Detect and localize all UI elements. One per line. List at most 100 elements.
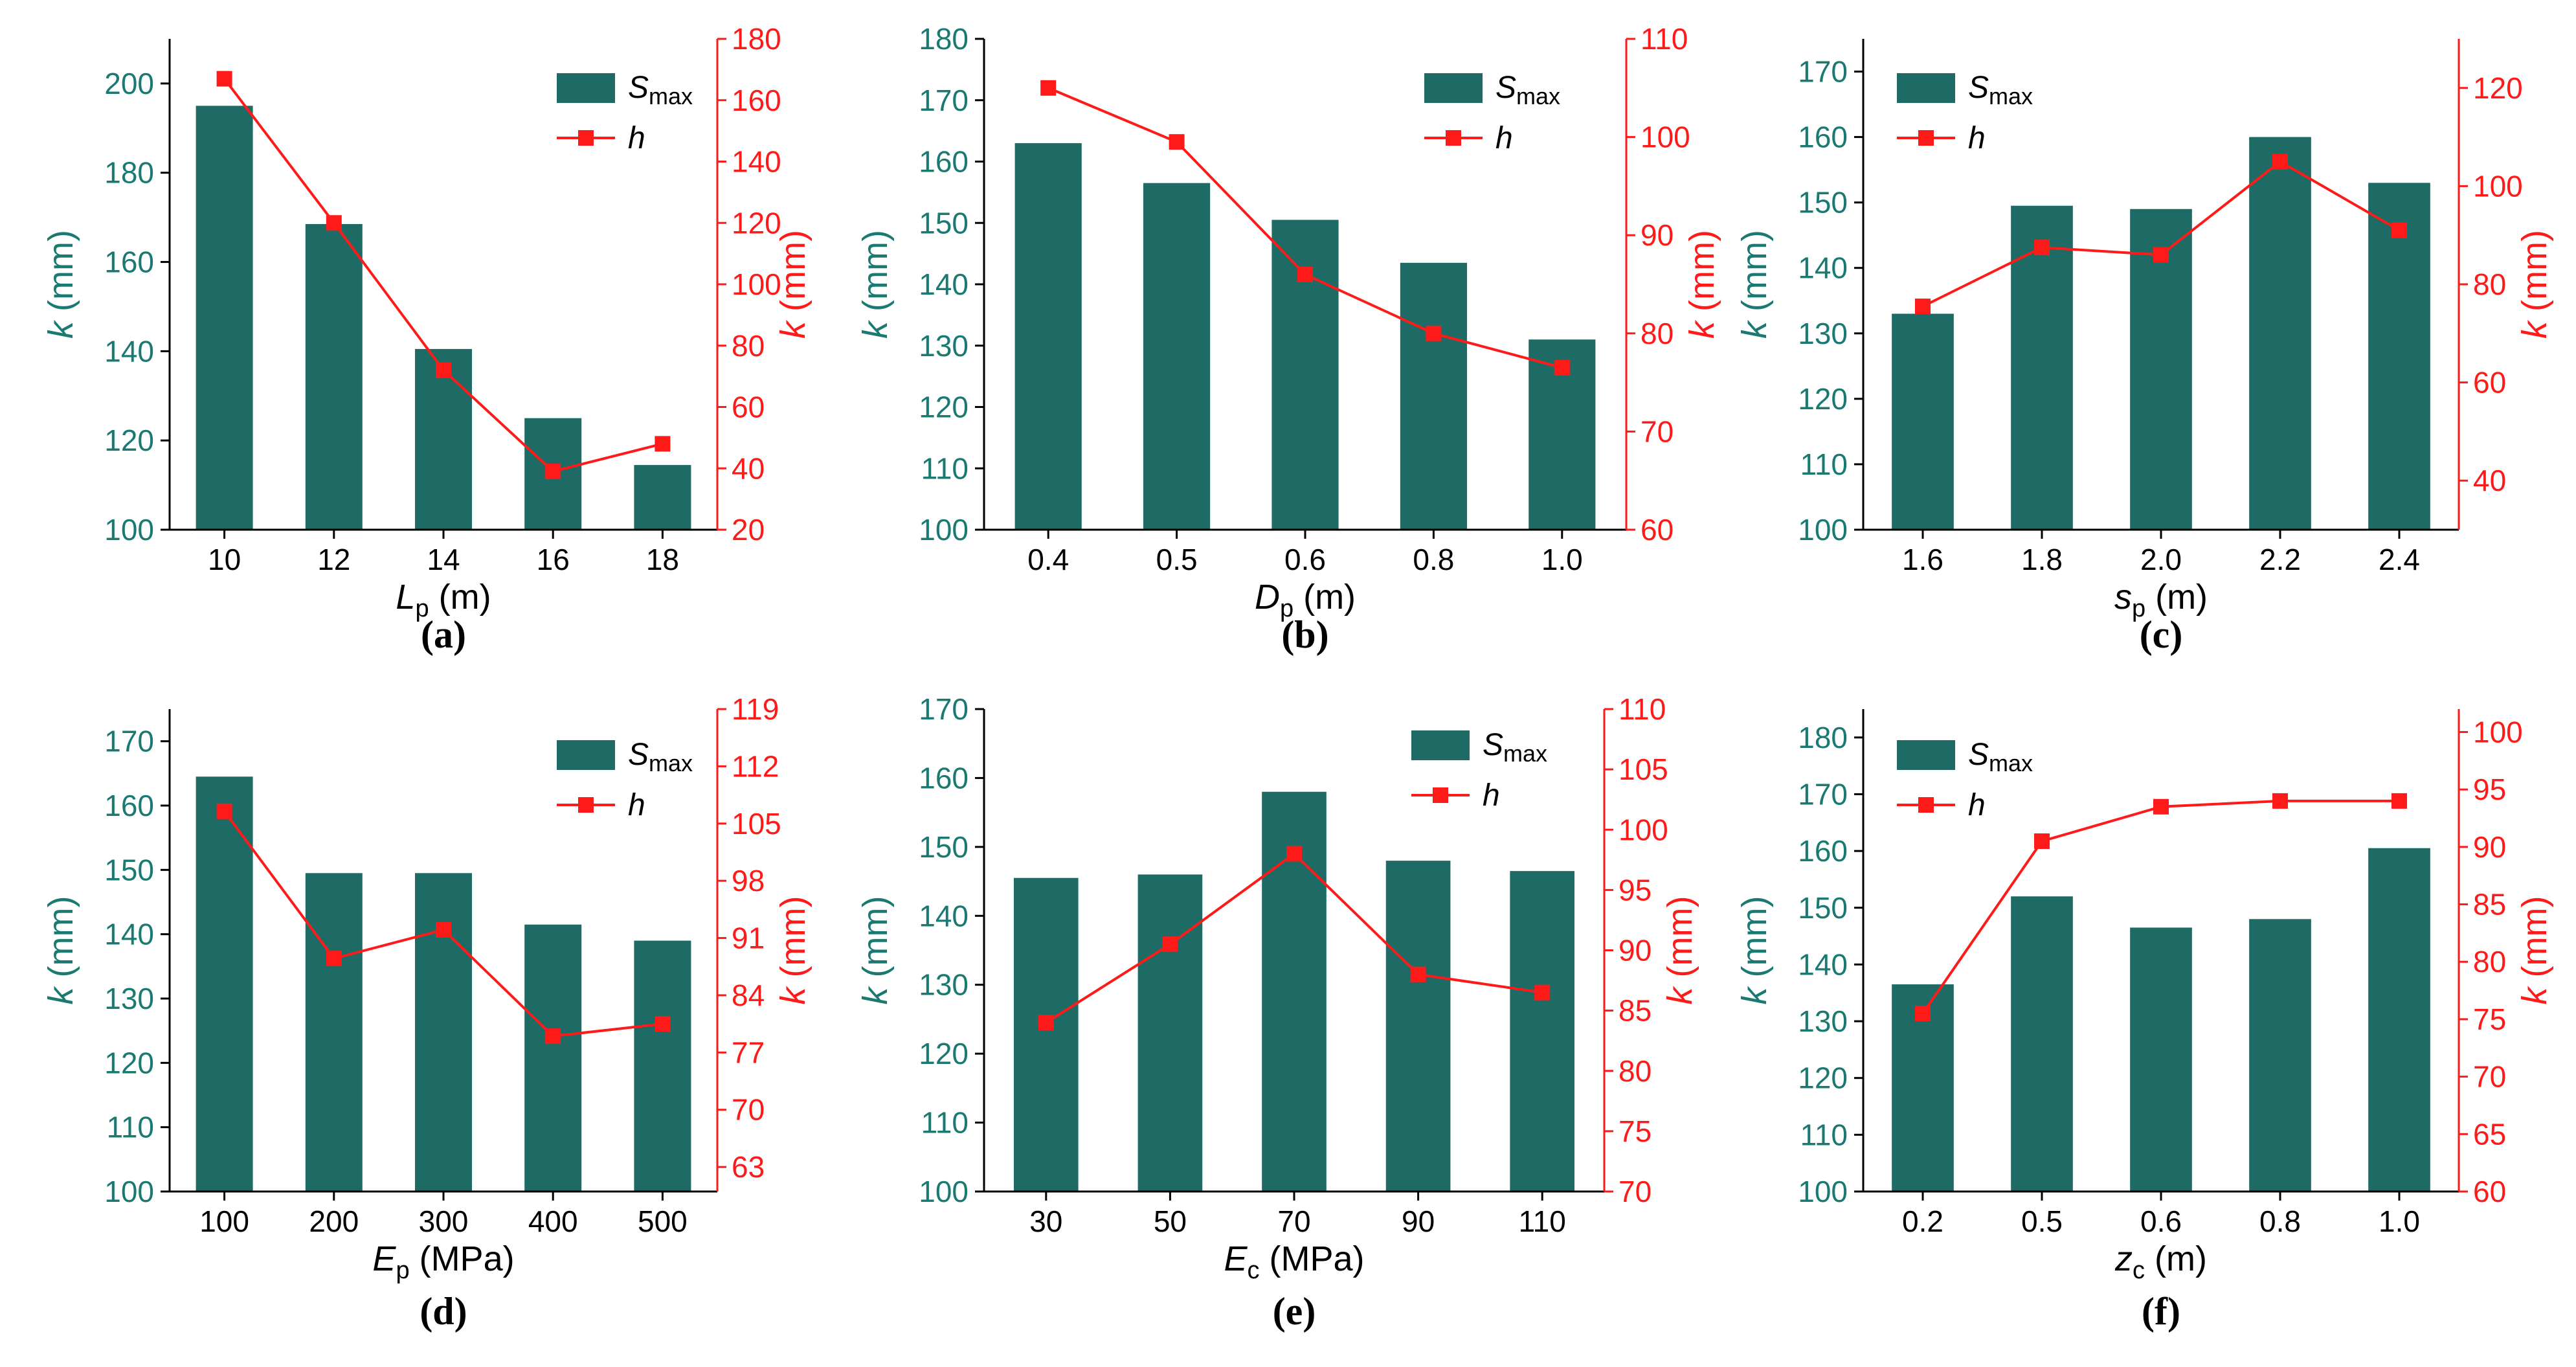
x-axis-title: Ep (MPa) [372, 1239, 514, 1284]
right-tick-label: 77 [732, 1035, 765, 1069]
right-tick-label: 60 [2473, 366, 2506, 400]
h-point [216, 803, 232, 819]
legend-smax-label: Smax [1483, 728, 1547, 767]
left-tick-label: 160 [919, 761, 969, 795]
right-tick-label: 100 [732, 267, 781, 301]
legend-smax-label: Smax [1495, 71, 1560, 109]
h-point [2153, 798, 2169, 815]
h-point [1297, 266, 1313, 282]
x-tick-label: 1.0 [1541, 543, 1583, 576]
left-axis-title: k (mm) [1735, 230, 1774, 339]
legend-h-label: h [1968, 788, 1986, 822]
right-axis-title: k (mm) [1661, 896, 1699, 1005]
right-tick-label: 70 [1641, 414, 1674, 448]
right-axis-title: k (mm) [2515, 230, 2554, 339]
right-tick-label: 85 [2473, 888, 2506, 921]
left-tick-label: 120 [919, 1037, 969, 1070]
right-tick-label: 65 [2473, 1117, 2506, 1151]
right-tick-label: 120 [2473, 71, 2523, 105]
legend-bar-swatch [1411, 730, 1470, 760]
right-tick-label: 70 [1618, 1175, 1652, 1208]
panel-label: (d) [420, 1290, 467, 1333]
left-tick-label: 170 [919, 84, 969, 117]
right-axis-title: k (mm) [774, 896, 812, 1005]
left-tick-label: 150 [1798, 891, 1848, 925]
legend: Smax h [1411, 728, 1547, 813]
right-tick-label: 180 [732, 22, 781, 56]
left-tick-label: 100 [1798, 513, 1848, 547]
legend: Smax h [557, 738, 693, 822]
h-point [1915, 299, 1931, 315]
legend-smax-label: Smax [628, 738, 693, 776]
chart-panel-e: 100 110 120 130 140 150 160 170 70 75 80 85 90 95 100 1… [856, 692, 1699, 1333]
bar [634, 465, 691, 530]
x-tick-label: 400 [528, 1204, 578, 1238]
x-axis-title: sp (m) [2114, 578, 2208, 622]
x-tick-label: 2.0 [2140, 543, 2182, 576]
x-tick-label: 50 [1154, 1204, 1187, 1238]
x-tick-label: 300 [419, 1204, 469, 1238]
right-tick-label: 91 [732, 921, 765, 955]
chart-panel-a: 100 120 140 160 180 200 20 40 60 80 100 120 140 160 18… [41, 22, 812, 656]
bar [1137, 874, 1203, 1192]
right-tick-label: 80 [1618, 1054, 1652, 1088]
x-tick-label: 12 [317, 543, 350, 576]
h-point [2272, 153, 2288, 170]
bar [2011, 896, 2073, 1192]
left-tick-label: 160 [1798, 120, 1848, 154]
legend-marker [1433, 787, 1448, 803]
panel-label: (b) [1281, 613, 1328, 656]
legend-bar-swatch [557, 740, 615, 770]
right-tick-label: 119 [732, 692, 779, 726]
legend-h-label: h [628, 788, 645, 822]
right-tick-label: 112 [732, 749, 779, 783]
bar [1892, 313, 1954, 530]
right-tick-label: 84 [732, 978, 765, 1012]
right-tick-label: 120 [732, 206, 781, 240]
panel-label: (e) [1273, 1290, 1316, 1333]
chart-panel-c: 100 110 120 130 140 150 160 170 40 60 80 100 120 1.6 1… [1735, 39, 2554, 656]
right-tick-label: 100 [2473, 715, 2523, 749]
legend-bar-swatch [557, 73, 615, 103]
chart-panel-d: 100 110 120 130 140 150 160 170 63 70 77 84 91 98 105 1… [41, 692, 812, 1333]
bar [1271, 220, 1339, 530]
right-tick-label: 75 [2473, 1002, 2506, 1036]
right-tick-label: 40 [732, 451, 765, 485]
h-point [2391, 222, 2407, 238]
right-tick-label: 80 [2473, 267, 2506, 301]
h-point [1169, 134, 1185, 150]
left-axis-title: k (mm) [856, 896, 895, 1005]
legend: Smax h [1424, 71, 1560, 155]
bar [415, 348, 472, 530]
right-tick-label: 63 [732, 1150, 765, 1184]
legend-bar-swatch [1424, 73, 1483, 103]
left-tick-label: 160 [1798, 834, 1848, 868]
right-tick-label: 95 [1618, 873, 1652, 907]
x-tick-label: 1.0 [2379, 1204, 2420, 1238]
left-tick-label: 160 [104, 245, 154, 279]
x-tick-label: 0.8 [1413, 543, 1454, 576]
bar [2249, 919, 2311, 1192]
legend-marker [578, 130, 594, 146]
right-tick-label: 105 [1618, 752, 1668, 786]
right-tick-label: 60 [732, 390, 765, 424]
left-tick-label: 110 [1800, 1118, 1848, 1151]
legend: Smax h [1897, 71, 2033, 155]
left-tick-label: 110 [921, 451, 969, 485]
left-axis-title: k (mm) [856, 230, 895, 339]
right-tick-label: 100 [1618, 813, 1668, 846]
h-point [1040, 80, 1057, 96]
left-tick-label: 130 [1798, 317, 1848, 350]
panel-label: (c) [2140, 613, 2183, 656]
right-tick-label: 110 [1641, 22, 1688, 56]
legend-smax-label: Smax [1968, 71, 2033, 109]
x-tick-label: 200 [309, 1204, 359, 1238]
x-tick-label: 0.8 [2259, 1204, 2301, 1238]
x-axis-title: zc (m) [2114, 1239, 2207, 1284]
right-tick-label: 80 [1641, 317, 1674, 350]
x-tick-label: 2.2 [2259, 543, 2301, 576]
x-tick-label: 18 [646, 543, 679, 576]
x-tick-label: 100 [199, 1204, 249, 1238]
legend-bar-swatch [1897, 740, 1955, 770]
